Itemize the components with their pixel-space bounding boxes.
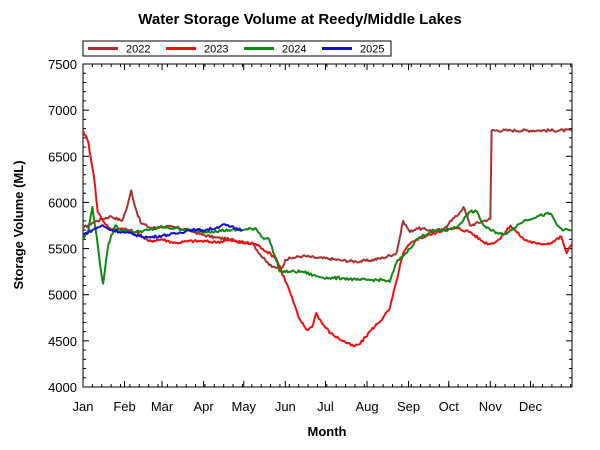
x-tick-label: May [231, 399, 256, 414]
x-axis: Jan Feb Mar Apr May Jun Jul Aug Sep Oct Nov Dec [73, 64, 572, 414]
x-axis-title: Month [308, 424, 347, 439]
y-tick-label: 7500 [48, 57, 77, 72]
legend-label-2025: 2025 [360, 44, 384, 56]
y-axis: 4000 4500 5000 5500 6000 6500 7000 7500 [48, 57, 572, 395]
legend-label-2024: 2024 [282, 44, 306, 56]
chart-title: Water Storage Volume at Reedy/Middle Lak… [138, 11, 461, 28]
legend-box [82, 40, 392, 57]
y-axis-title: Storage Volume (ML) [11, 160, 26, 289]
legend-label-2022: 2022 [126, 44, 150, 56]
y-tick-label: 5500 [48, 242, 77, 257]
y-tick-label: 4000 [48, 380, 77, 395]
x-tick-label: Jul [317, 399, 334, 414]
y-tick-label: 6000 [48, 195, 77, 210]
y-tick-label: 6500 [48, 149, 77, 164]
x-tick-label: Sep [397, 399, 420, 414]
x-tick-label: Feb [113, 399, 135, 414]
series-line-2025 [83, 223, 243, 239]
y-tick-label: 5000 [48, 288, 77, 303]
x-tick-label: Jun [275, 399, 296, 414]
x-tick-label: Aug [355, 399, 378, 414]
series-line-2023 [83, 130, 572, 348]
x-tick-label: Nov [479, 399, 503, 414]
plot-area [82, 63, 573, 388]
x-tick-label: Dec [519, 399, 543, 414]
series-lines [83, 128, 572, 348]
series-line-2024 [83, 206, 572, 285]
legend: 2022 2023 2024 2025 [82, 40, 392, 57]
x-tick-label: Jan [73, 399, 94, 414]
legend-label-2023: 2023 [204, 44, 228, 56]
x-tick-label: Apr [193, 399, 214, 414]
x-tick-label: Mar [151, 399, 174, 414]
x-tick-label: Oct [439, 399, 460, 414]
y-tick-label: 7000 [48, 103, 77, 118]
y-tick-label: 4500 [48, 334, 77, 349]
